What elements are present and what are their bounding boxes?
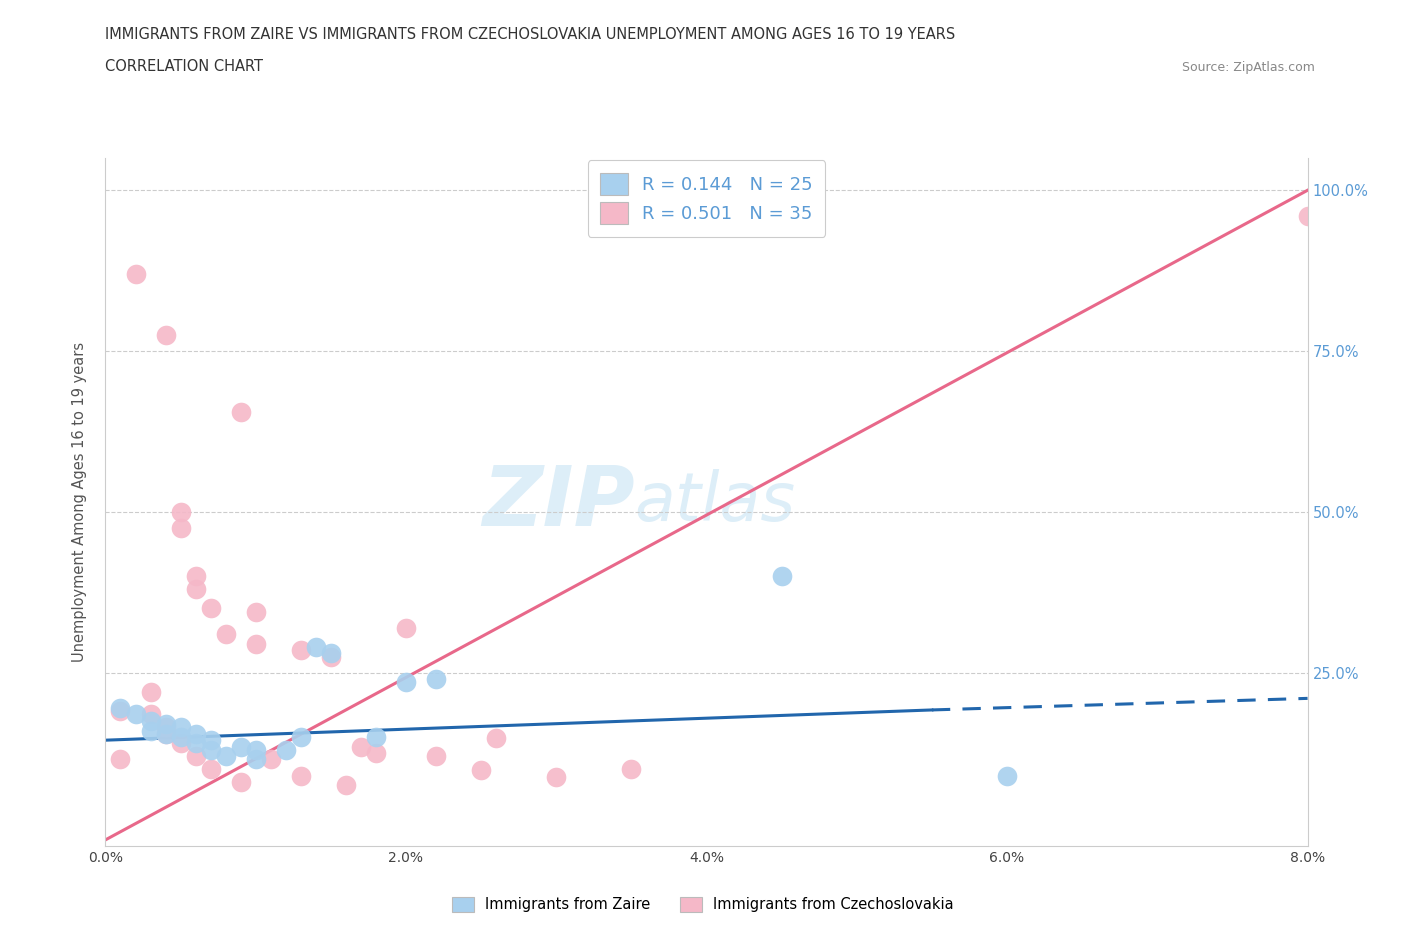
Point [184,569,207,584]
Point [110,752,132,767]
Point [319,649,342,664]
Y-axis label: Unemployment Among Ages 16 to 19 years: Unemployment Among Ages 16 to 19 years [72,342,87,662]
Point [425,671,447,686]
Point [546,769,568,784]
Point [214,627,236,642]
Point [169,729,191,744]
Point [169,736,191,751]
Point [290,729,312,744]
Point [290,768,312,783]
Point [364,746,387,761]
Point [200,742,222,757]
Text: Source: ZipAtlas.com: Source: ZipAtlas.com [1181,61,1315,74]
Point [245,604,267,619]
Point [155,717,177,732]
Point [184,581,207,596]
Point [395,620,418,635]
Legend: Immigrants from Zaire, Immigrants from Czechoslovakia: Immigrants from Zaire, Immigrants from C… [446,891,960,918]
Point [110,700,132,715]
Point [274,742,297,757]
Text: atlas: atlas [634,470,796,535]
Point [139,707,162,722]
Point [124,707,146,722]
Point [485,731,508,746]
Point [155,726,177,741]
Point [229,405,252,419]
Point [245,752,267,767]
Text: CORRELATION CHART: CORRELATION CHART [105,60,263,74]
Point [770,569,793,584]
Point [124,266,146,281]
Point [260,752,283,767]
Point [169,720,191,735]
Point [169,521,191,536]
Point [214,749,236,764]
Point [139,684,162,699]
Point [620,762,643,777]
Point [155,720,177,735]
Point [1296,208,1319,223]
Point [200,762,222,777]
Point [245,742,267,757]
Point [319,646,342,661]
Text: ZIP: ZIP [482,461,634,543]
Point [184,749,207,764]
Point [200,601,222,616]
Point [229,739,252,754]
Point [110,704,132,719]
Point [335,777,357,792]
Point [139,713,162,728]
Point [229,775,252,790]
Point [470,763,492,777]
Point [200,733,222,748]
Point [169,504,191,519]
Point [245,636,267,651]
Point [155,327,177,342]
Point [425,749,447,764]
Point [139,724,162,738]
Point [350,739,373,754]
Text: IMMIGRANTS FROM ZAIRE VS IMMIGRANTS FROM CZECHOSLOVAKIA UNEMPLOYMENT AMONG AGES : IMMIGRANTS FROM ZAIRE VS IMMIGRANTS FROM… [105,27,956,42]
Point [184,736,207,751]
Point [155,726,177,741]
Point [290,643,312,658]
Point [305,640,328,655]
Legend: R = 0.144   N = 25, R = 0.501   N = 35: R = 0.144 N = 25, R = 0.501 N = 35 [588,160,825,237]
Point [395,675,418,690]
Point [995,768,1018,783]
Point [184,726,207,741]
Point [364,729,387,744]
